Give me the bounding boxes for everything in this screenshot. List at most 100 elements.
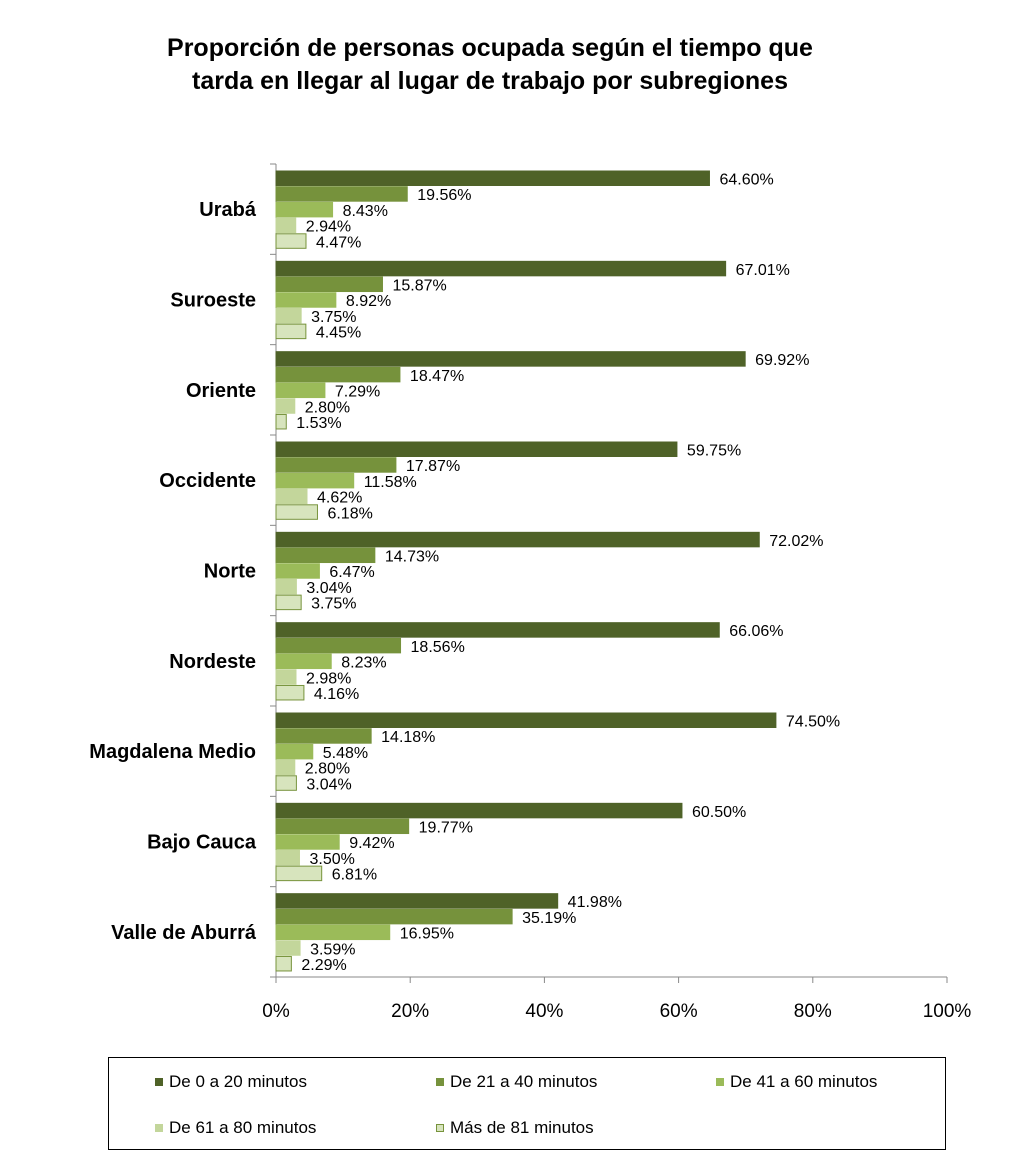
data-label: 69.92%	[755, 352, 809, 369]
chart-title-line-1: Proporción de personas ocupada según el …	[167, 34, 813, 62]
legend-item: De 41 a 60 minutos	[716, 1072, 877, 1092]
data-label: 7.29%	[335, 384, 380, 401]
bar	[275, 382, 326, 399]
data-label: 2.29%	[301, 957, 346, 974]
data-label: 2.94%	[306, 219, 351, 236]
bar	[275, 712, 777, 728]
bar	[275, 217, 297, 234]
category-label: Nordeste	[169, 651, 256, 673]
data-label: 17.87%	[406, 458, 460, 475]
bar	[275, 622, 720, 638]
bar	[275, 759, 296, 776]
bar	[275, 441, 678, 457]
category-label: Valle de Aburrá	[111, 922, 257, 944]
legend-label: De 41 a 60 minutos	[730, 1072, 878, 1091]
data-label: 4.47%	[316, 234, 361, 251]
data-label: 41.98%	[568, 894, 622, 911]
bar	[275, 955, 292, 972]
data-label: 16.95%	[400, 926, 454, 943]
data-label: 4.16%	[314, 686, 359, 703]
x-tick-label: 0%	[262, 1001, 290, 1022]
data-label: 6.18%	[327, 505, 372, 522]
x-tick-label: 60%	[660, 1001, 698, 1022]
bar	[275, 849, 300, 866]
legend-label: De 21 a 40 minutos	[450, 1072, 598, 1091]
data-label: 3.75%	[311, 309, 356, 326]
legend-swatch	[436, 1124, 444, 1132]
bar	[275, 186, 408, 202]
chart-legend: De 0 a 20 minutos De 21 a 40 minutos De 41…	[108, 1057, 946, 1150]
chart-title-line-2: tarda en llegar al lugar de trabajo por …	[192, 67, 788, 95]
data-label: 19.56%	[417, 187, 471, 204]
data-label: 3.50%	[309, 851, 354, 868]
data-label: 35.19%	[522, 910, 576, 927]
data-label: 2.98%	[306, 670, 351, 687]
chart-title: Proporción de personas ocupada según el …	[60, 32, 920, 98]
data-label: 2.80%	[305, 761, 350, 778]
x-tick-label: 80%	[794, 1001, 832, 1022]
bar	[275, 653, 332, 670]
data-label: 19.77%	[419, 820, 473, 837]
x-tick-label: 20%	[391, 1001, 429, 1022]
bar	[275, 728, 372, 744]
data-label: 18.56%	[411, 639, 465, 656]
category-label: Urabá	[199, 199, 257, 221]
legend-label: De 0 a 20 minutos	[169, 1072, 307, 1091]
bar	[275, 307, 302, 324]
category-label: Oriente	[186, 380, 256, 402]
legend-swatch	[436, 1078, 444, 1086]
category-label: Occidente	[159, 470, 256, 492]
legend-swatch	[155, 1078, 163, 1086]
legend-item: Más de 81 minutos	[436, 1118, 594, 1138]
data-label: 8.43%	[343, 203, 388, 220]
bar	[275, 488, 308, 505]
bar	[275, 398, 296, 414]
bar	[275, 366, 401, 383]
data-label: 3.04%	[306, 776, 351, 793]
legend-item: De 61 a 80 minutos	[155, 1118, 316, 1138]
bar	[275, 472, 355, 489]
bar	[275, 201, 334, 218]
data-label: 60.50%	[692, 804, 746, 821]
bar	[275, 684, 305, 701]
data-label: 64.60%	[719, 172, 773, 189]
bar	[275, 637, 402, 654]
legend-item: De 0 a 20 minutos	[155, 1072, 307, 1092]
category-label: Norte	[204, 561, 256, 583]
bar	[275, 276, 383, 293]
category-label: Bajo Cauca	[147, 832, 257, 854]
bar	[275, 233, 307, 249]
data-label: 14.73%	[385, 549, 439, 566]
legend-swatch	[716, 1078, 724, 1086]
x-tick-label: 100%	[923, 1001, 972, 1022]
category-label: Magdalena Medio	[89, 741, 256, 763]
data-label: 1.53%	[296, 415, 341, 432]
bar	[275, 563, 320, 579]
legend-swatch	[155, 1124, 163, 1132]
data-label: 15.87%	[392, 278, 446, 295]
data-label: 5.48%	[323, 745, 368, 762]
bar	[275, 531, 760, 548]
x-tick-label: 40%	[525, 1001, 563, 1022]
bar	[275, 594, 302, 611]
bar-chart: 0% 20% 40% 60% 80% 100% Urabá 64.60% 19.56% 8.43%…	[89, 163, 972, 1022]
bar	[275, 413, 287, 430]
legend-label: Más de 81 minutos	[450, 1118, 594, 1137]
bar	[275, 775, 297, 791]
data-label: 8.92%	[346, 293, 391, 310]
data-label: 4.45%	[316, 325, 361, 342]
bar	[275, 924, 391, 941]
data-label: 6.47%	[329, 564, 374, 581]
bar	[275, 940, 301, 956]
data-label: 3.04%	[306, 580, 351, 597]
category-label: Suroeste	[170, 290, 256, 312]
bar	[275, 893, 559, 909]
bar	[275, 170, 710, 186]
bar	[275, 457, 397, 473]
bar	[275, 578, 297, 595]
data-label: 66.06%	[729, 623, 783, 640]
bar	[275, 802, 683, 819]
legend-label: De 61 a 80 minutos	[169, 1118, 317, 1137]
bar	[275, 669, 297, 685]
data-label: 74.50%	[786, 714, 840, 731]
